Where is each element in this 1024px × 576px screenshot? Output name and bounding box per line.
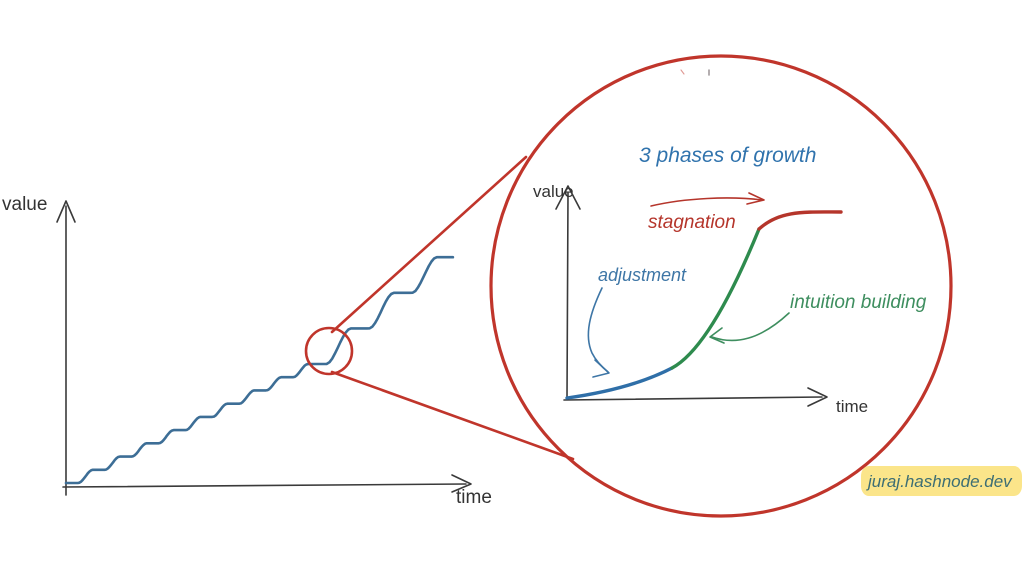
svg-text:time: time (836, 397, 868, 416)
svg-text:3 phases of growth: 3 phases of growth (639, 144, 816, 167)
svg-text:juraj.hashnode.dev: juraj.hashnode.dev (866, 472, 1013, 491)
svg-text:intuition building: intuition building (790, 292, 927, 313)
svg-text:time: time (456, 487, 492, 508)
svg-text:value: value (2, 194, 47, 215)
svg-text:adjustment: adjustment (598, 265, 687, 285)
svg-text:stagnation: stagnation (648, 212, 736, 233)
svg-text:value: value (533, 182, 574, 201)
